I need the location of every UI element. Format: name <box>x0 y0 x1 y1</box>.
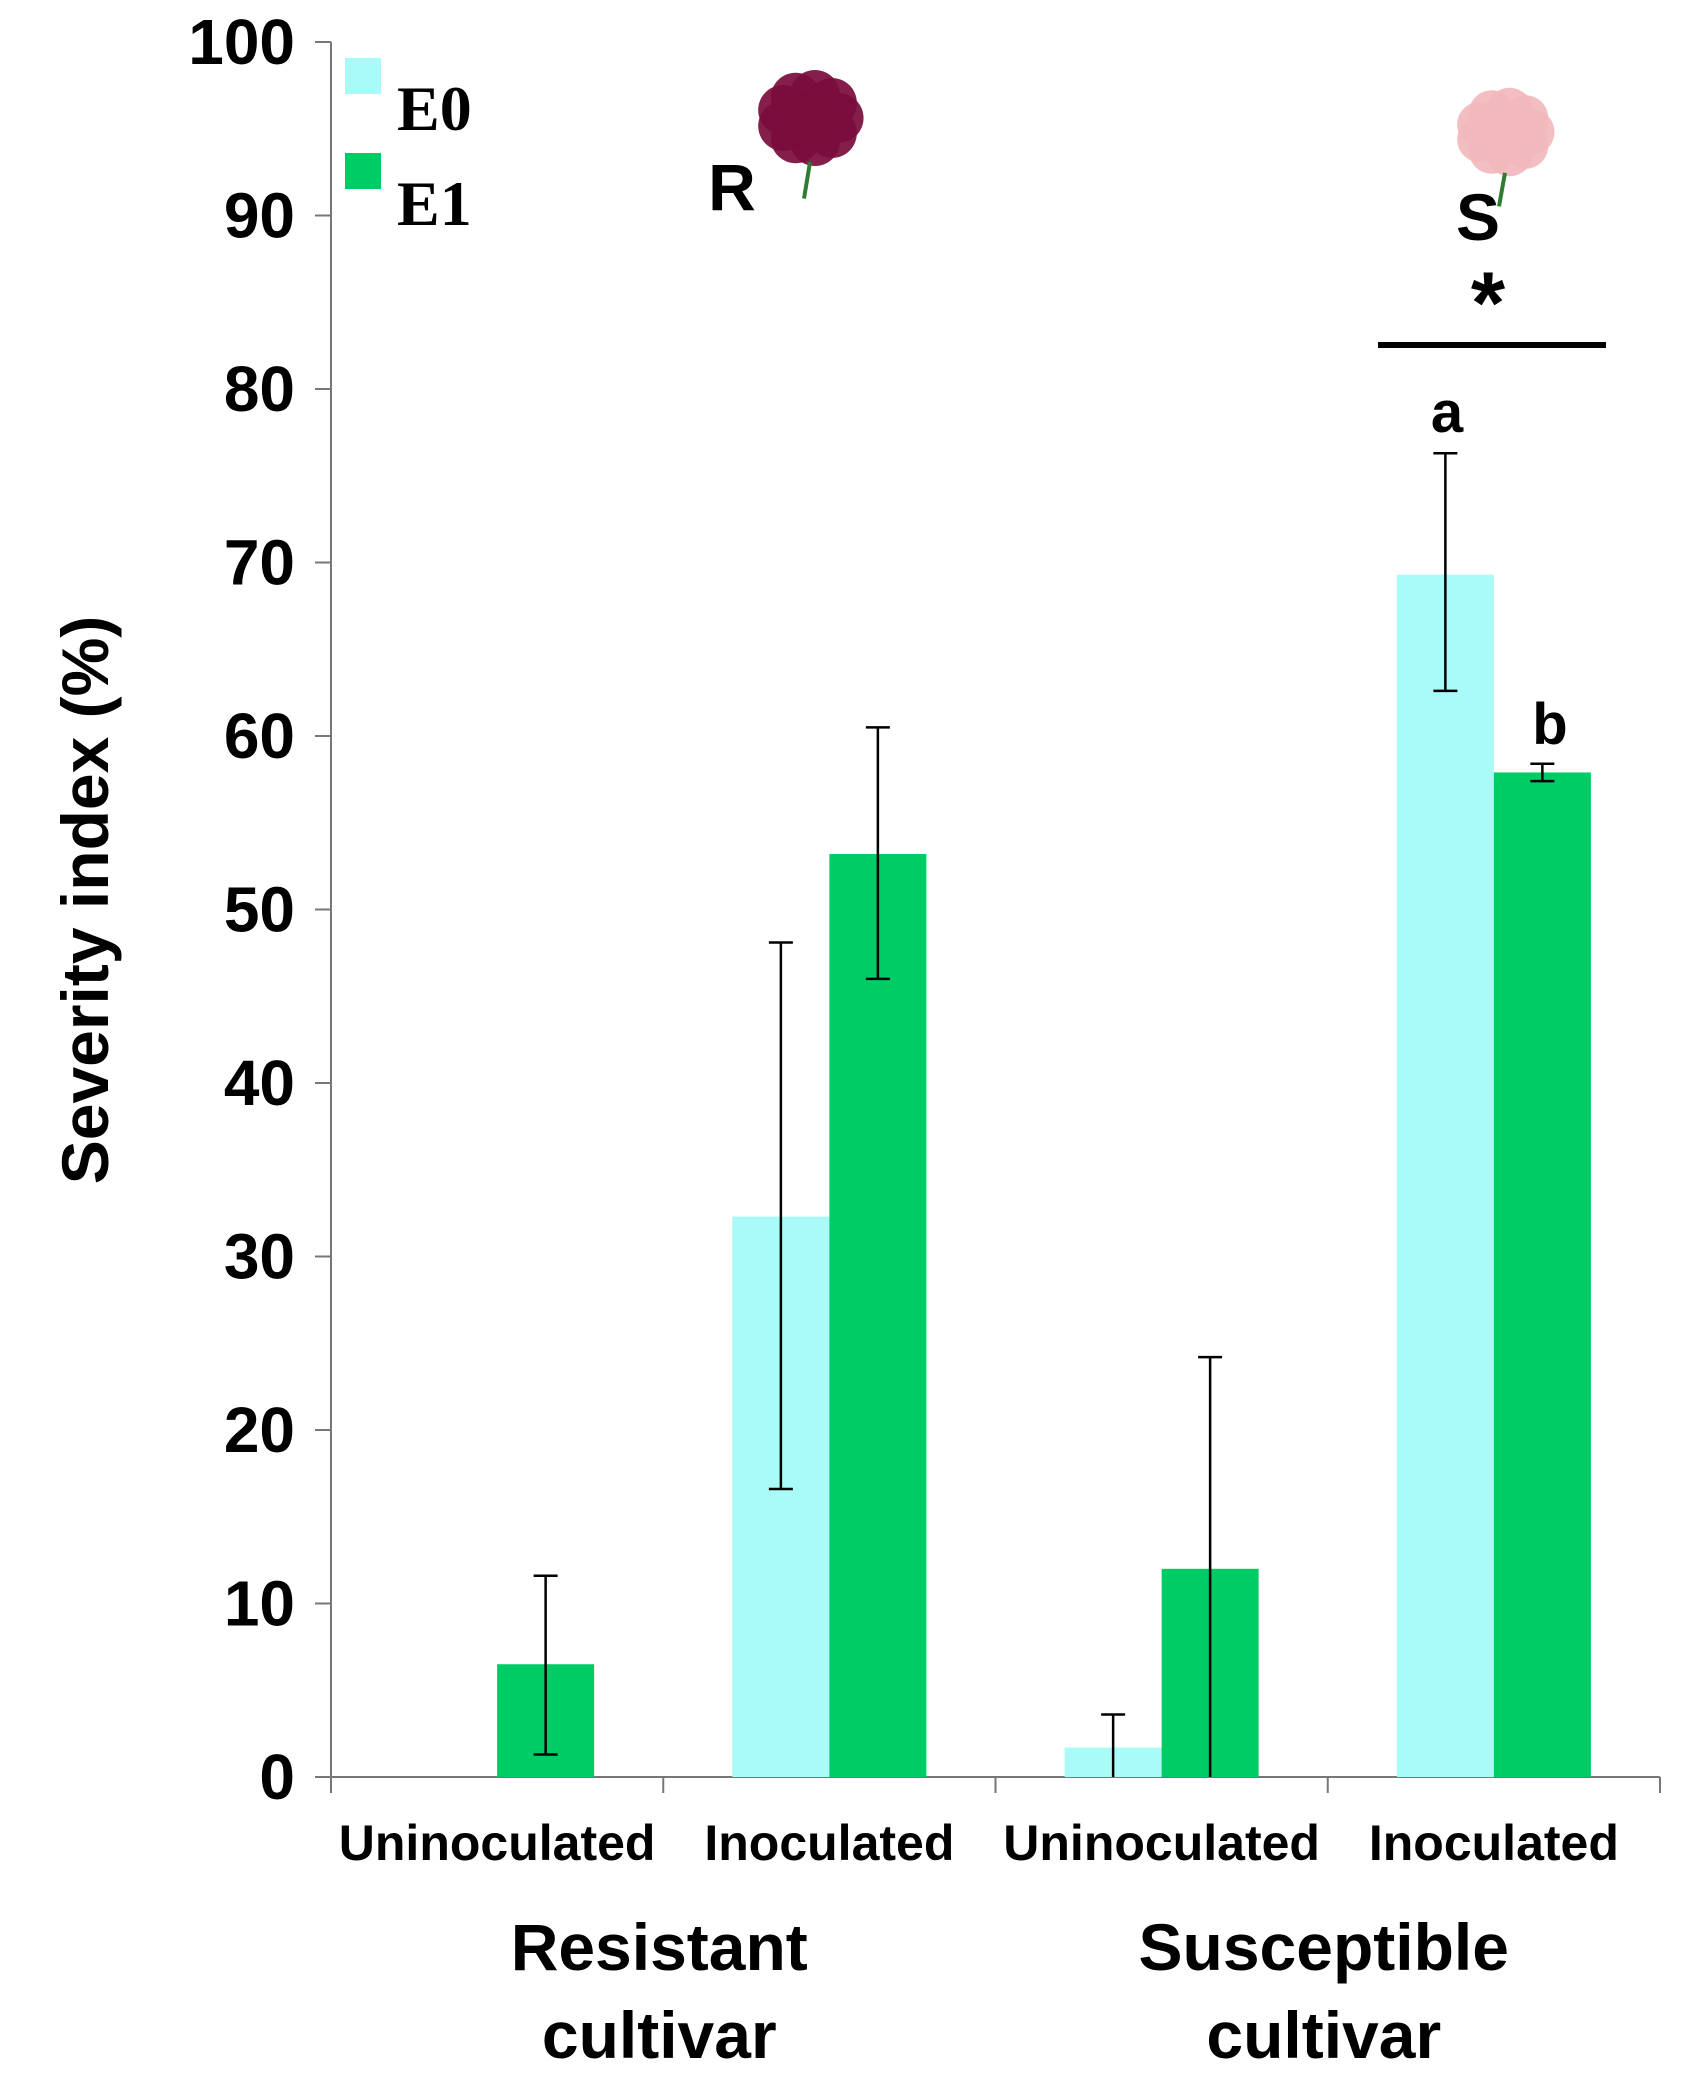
y-axis-title: Severity index (%) <box>48 616 122 1185</box>
group-label-line2: cultivar <box>542 1998 777 2072</box>
susceptible-marker: S <box>1456 180 1500 254</box>
y-tick-label: 80 <box>224 353 295 425</box>
bar-e0-4 <box>1396 574 1494 1777</box>
x-category-label: Inoculated <box>704 1815 954 1871</box>
group-label-line1: Susceptible <box>1139 1910 1509 1984</box>
group-label-line2: cultivar <box>1206 1998 1441 2072</box>
x-category-label: Uninoculated <box>339 1815 656 1871</box>
susceptible-flower-icon <box>1457 87 1555 207</box>
flower-center <box>1481 108 1529 156</box>
y-tick-label: 90 <box>224 180 295 252</box>
resistant-marker: R <box>708 150 756 224</box>
x-category-label: Uninoculated <box>1003 1815 1320 1871</box>
flower-stem <box>802 161 812 199</box>
axes-layer: 0 10 20 30 40 50 60 70 80 90 100 Severity index (%) <box>48 6 1661 1813</box>
y-tick-label: 10 <box>224 1568 295 1640</box>
y-tick-label: 30 <box>224 1221 295 1293</box>
labels-layer: Uninoculated Inoculated Uninoculated Inocul… <box>339 1815 1619 2072</box>
y-tick-label: 0 <box>259 1741 295 1813</box>
legend-label-e0: E0 <box>397 73 472 144</box>
resistant-flower-icon <box>758 69 864 199</box>
flower-stem <box>1497 172 1507 207</box>
y-tick-label: 100 <box>188 6 295 78</box>
x-category-label: Inoculated <box>1369 1815 1619 1871</box>
group-label-line1: Resistant <box>511 1910 808 1984</box>
y-tick-label: 50 <box>224 874 295 946</box>
y-tick-label: 70 <box>224 527 295 599</box>
y-tick-label: 60 <box>224 700 295 772</box>
bar-e1-4 <box>1493 772 1591 1777</box>
letter-b: b <box>1532 692 1567 757</box>
legend-label-e1: E1 <box>397 168 472 239</box>
bar-e1-2 <box>829 853 927 1777</box>
significance-star: * <box>1471 253 1506 352</box>
legend-swatch-e0 <box>345 58 381 94</box>
annotations-layer: R S*a b <box>708 69 1606 757</box>
flower-center <box>784 92 836 144</box>
y-tick-label: 20 <box>224 1394 295 1466</box>
legend-swatch-e1 <box>345 153 381 189</box>
y-tick-label: 40 <box>224 1047 295 1119</box>
error-bars-layer <box>533 451 1555 1777</box>
bars-layer <box>497 574 1591 1777</box>
letter-a: a <box>1431 380 1464 445</box>
